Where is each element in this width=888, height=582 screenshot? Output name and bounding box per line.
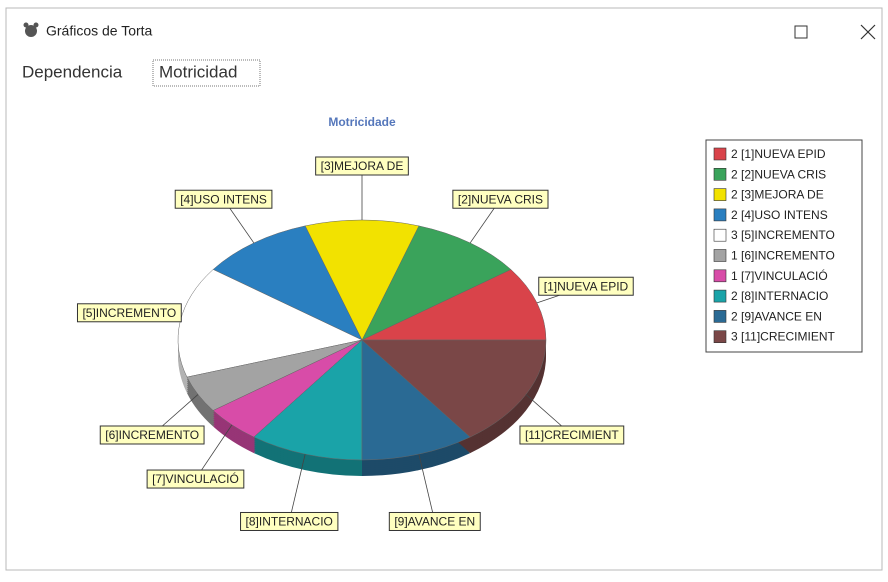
slice-label: [1]NUEVA EPID: [538, 276, 634, 296]
legend-value: 2: [731, 167, 738, 181]
label-text: [11]CRECIMIENT: [525, 428, 619, 442]
legend-name: [3]MEJORA DE: [741, 188, 824, 202]
legend-name: [8]INTERNACIO: [741, 289, 828, 303]
legend-swatch: [713, 228, 727, 242]
slice-label: [6]INCREMENTO: [99, 425, 205, 445]
slice-label: [2]NUEVA CRIS: [452, 189, 549, 209]
legend-entry: 1 [7]VINCULACIÓ: [731, 268, 828, 283]
legend-swatch: [713, 249, 727, 262]
label-text: [1]NUEVA EPID: [544, 279, 629, 293]
legend-swatch: [713, 330, 727, 344]
slice: [253, 339, 363, 461]
legend-entry: 3 [5]INCREMENTO: [731, 228, 835, 242]
field-box[interactable]: [152, 59, 261, 87]
label-text: [4]USO INTENS: [180, 192, 267, 206]
label-text: [8]INTERNACIO: [246, 515, 333, 529]
slice-label: [8]INTERNACIO: [240, 511, 339, 531]
legend-name: [5]INCREMENTO: [741, 228, 835, 242]
slice: [361, 339, 547, 438]
legend-value: 1: [731, 249, 738, 263]
label-box: [519, 425, 625, 445]
legend-entry: 2 [3]MEJORA DE: [731, 188, 824, 202]
slice: [304, 219, 420, 341]
legend-entry: 3 [11]CRECIMIENT: [731, 330, 835, 344]
legend-value: 2: [731, 188, 738, 202]
legend-swatch: [713, 310, 727, 323]
legend-value: 2: [731, 208, 738, 222]
close-button[interactable]: [860, 24, 876, 40]
label-box: [76, 303, 182, 323]
slice-label: [5]INCREMENTO: [76, 303, 182, 323]
label-text: [3]MEJORA DE: [321, 159, 404, 173]
legend-name: [7]VINCULACIÓ: [741, 268, 828, 283]
slice-label: [4]USO INTENS: [174, 189, 273, 209]
window-title: Gráficos de Torta: [46, 23, 153, 39]
legend-value: 2: [731, 310, 738, 324]
field-label: Dependencia: [22, 62, 123, 81]
label-text: [9]AVANCE EN: [394, 515, 475, 529]
field-value: Motricidad: [159, 62, 237, 81]
slice: [212, 225, 363, 341]
legend-name: [4]USO INTENS: [741, 208, 828, 222]
legend-entry: 1 [6]INCREMENTO: [731, 249, 835, 263]
label-text: [6]INCREMENTO: [105, 428, 199, 442]
app-icon: [23, 22, 39, 37]
legend-value: 1: [731, 269, 738, 283]
leader-line: [288, 454, 306, 522]
slice-label: [11]CRECIMIENT: [519, 425, 625, 445]
label-text: [5]INCREMENTO: [82, 306, 176, 320]
legend-value: 3: [731, 228, 738, 242]
label-box: [99, 425, 205, 445]
legend-swatch: [713, 147, 727, 161]
legend-name: [6]INCREMENTO: [741, 249, 835, 263]
slice: [361, 225, 512, 341]
legend-swatch: [713, 188, 727, 201]
label-box: [240, 511, 339, 531]
legend-name: [9]AVANCE EN: [741, 310, 822, 324]
legend-value: 3: [731, 330, 738, 344]
legend-entry: 2 [4]USO INTENS: [731, 208, 828, 222]
slice-label: [7]VINCULACIÓ: [146, 469, 245, 489]
legend-swatch: [713, 168, 727, 181]
label-text: [2]NUEVA CRIS: [458, 192, 543, 206]
label-text: [7]VINCULACIÓ: [152, 471, 239, 486]
legend-name: [11]CRECIMIENT: [741, 330, 835, 344]
slice: [361, 269, 547, 341]
label-box: [315, 156, 409, 176]
legend-value: 2: [731, 289, 738, 303]
label-box: [538, 276, 634, 296]
legend-value: 2: [731, 147, 738, 161]
legend-swatch: [713, 269, 727, 283]
legend-swatch: [713, 208, 727, 222]
legend: [705, 139, 863, 353]
legend-swatch: [713, 289, 727, 303]
legend-entry: 2 [2]NUEVA CRIS: [731, 167, 826, 181]
label-box: [388, 511, 481, 531]
maximize-button[interactable]: [794, 25, 808, 39]
legend-entry: 2 [1]NUEVA EPID: [731, 147, 826, 161]
label-box: [452, 189, 549, 209]
label-box: [146, 469, 245, 489]
chart-title: Motricidade: [328, 115, 396, 129]
slice-label: [3]MEJORA DE: [315, 156, 409, 176]
legend-entry: 2 [9]AVANCE EN: [731, 310, 822, 324]
legend-entry: 2 [8]INTERNACIO: [731, 289, 828, 303]
label-box: [174, 189, 273, 209]
slice: [361, 339, 471, 461]
leader-line: [418, 454, 436, 522]
legend-name: [2]NUEVA CRIS: [741, 167, 826, 181]
legend-name: [1]NUEVA EPID: [741, 147, 826, 161]
slice-label: [9]AVANCE EN: [388, 511, 481, 531]
